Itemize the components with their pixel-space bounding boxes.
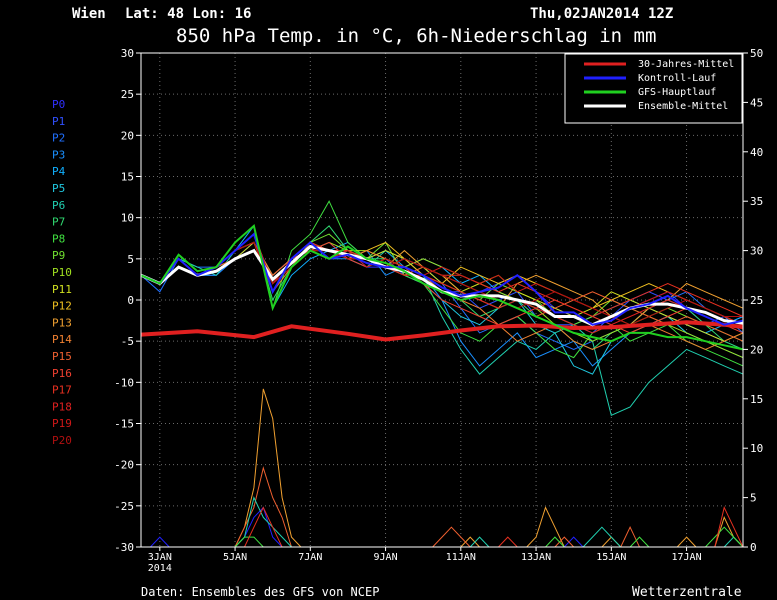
- left-tick-label: 15: [121, 171, 134, 184]
- right-tick-label: 15: [750, 393, 763, 406]
- member-label: P13: [52, 316, 72, 329]
- x-tick-label: 15JAN: [596, 552, 626, 563]
- right-tick-label: 10: [750, 442, 763, 455]
- run-time-label: Thu,02JAN2014 12Z: [530, 6, 673, 22]
- member-label: P1: [52, 115, 65, 128]
- legend: 30-Jahres-Mittel Kontroll-Lauf GFS-Hauptla…: [564, 53, 743, 124]
- member-label: P6: [52, 199, 65, 212]
- right-tick-label: 5: [750, 492, 757, 505]
- member-label: P9: [52, 249, 65, 262]
- main-series: [140, 224, 744, 351]
- right-tick-label: 45: [750, 96, 763, 109]
- member-line: [140, 241, 743, 326]
- x-tick-label: 3JAN: [148, 552, 172, 563]
- member-label: P11: [52, 283, 72, 296]
- series-line-operational: [140, 224, 744, 351]
- left-tick-label: 10: [121, 212, 134, 225]
- left-tick-label: 20: [121, 129, 134, 142]
- member-label: P14: [52, 333, 72, 346]
- left-tick-label: -25: [114, 500, 134, 513]
- member-label: P16: [52, 367, 72, 380]
- right-tick-label: 30: [750, 245, 763, 258]
- member-label: P8: [52, 232, 65, 245]
- member-label: P19: [52, 417, 72, 430]
- x-tick-label: 5JAN: [223, 552, 247, 563]
- legend-label: Kontroll-Lauf: [638, 73, 716, 84]
- right-tick-label: 0: [750, 541, 757, 554]
- right-tick-label: 35: [750, 195, 763, 208]
- x-tick-label: 17JAN: [672, 552, 702, 563]
- left-tick-label: 0: [127, 294, 134, 307]
- member-label: P15: [52, 350, 72, 363]
- right-tick-label: 50: [750, 47, 763, 60]
- series-line-control: [140, 232, 744, 326]
- legend-label: GFS-Hauptlauf: [638, 87, 716, 98]
- x-tick-label: 11JAN: [446, 552, 476, 563]
- left-tick-label: 30: [121, 47, 134, 60]
- member-label: P17: [52, 384, 72, 397]
- gridlines: [141, 53, 743, 547]
- right-tick-label: 20: [750, 343, 763, 356]
- left-tick-label: -5: [121, 335, 134, 348]
- brand-label: Wetterzentrale: [632, 585, 742, 600]
- left-tick-label: -30: [114, 541, 134, 554]
- x-tick-label: 13JAN: [521, 552, 551, 563]
- series-line-climate: [140, 320, 744, 342]
- member-label: P2: [52, 132, 65, 145]
- location-label: Wien: [72, 6, 106, 22]
- member-label: P18: [52, 400, 72, 413]
- member-label: P7: [52, 216, 65, 229]
- member-label: P20: [52, 434, 72, 447]
- x-tick-sublabel: 2014: [148, 563, 172, 574]
- left-tick-label: -15: [114, 418, 134, 431]
- member-label: P3: [52, 148, 65, 161]
- left-tick-label: 5: [127, 253, 134, 266]
- chart-title: 850 hPa Temp. in °C, 6h-Niederschlag in …: [176, 25, 656, 47]
- left-tick-label: 25: [121, 88, 134, 101]
- left-axis-ticks: 30 25 20 15 10 5 0 -5 -10 -15 -20 -25 -30: [114, 47, 141, 554]
- right-tick-label: 25: [750, 294, 763, 307]
- member-label: P5: [52, 182, 65, 195]
- legend-label: Ensemble-Mittel: [638, 101, 728, 112]
- left-tick-label: -10: [114, 376, 134, 389]
- member-label: P0: [52, 98, 65, 111]
- member-label: P12: [52, 300, 72, 313]
- data-source: Daten: Ensembles des GFS von NCEP: [141, 585, 379, 599]
- x-tick-label: 7JAN: [298, 552, 322, 563]
- legend-label: 30-Jahres-Mittel: [638, 59, 734, 70]
- x-tick-label: 9JAN: [374, 552, 398, 563]
- member-list: P0 P1 P2 P3 P4 P5 P6 P7 P8 P9 P10 P11 P12 P13 P14 P15 P1…: [52, 98, 72, 447]
- member-label: P4: [52, 165, 66, 178]
- member-label: P10: [52, 266, 72, 279]
- left-tick-label: -20: [114, 459, 134, 472]
- right-tick-label: 40: [750, 146, 763, 159]
- coords-label: Lat: 48 Lon: 16: [125, 6, 251, 22]
